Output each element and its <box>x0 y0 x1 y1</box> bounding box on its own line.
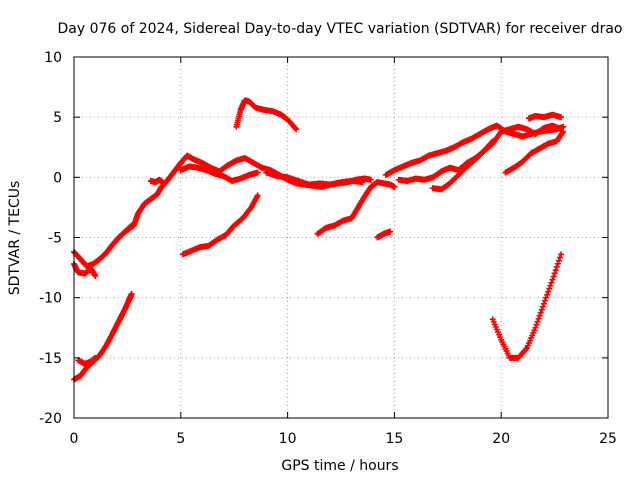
data-point <box>551 270 558 277</box>
data-point <box>160 180 167 187</box>
x-tick-label: 20 <box>492 431 510 447</box>
series-arc-8 <box>179 192 261 258</box>
data-point <box>549 276 556 283</box>
data-point <box>552 267 559 274</box>
y-tick-label: -10 <box>39 291 62 307</box>
data-point <box>539 303 546 310</box>
data-point <box>548 279 555 286</box>
series-arc-15 <box>429 138 496 193</box>
data-point <box>558 114 565 121</box>
data-point <box>534 318 541 325</box>
y-tick-label: 10 <box>44 50 62 66</box>
data-point <box>533 321 540 328</box>
data-point <box>128 291 135 298</box>
chart-title: Day 076 of 2024, Sidereal Day-to-day VTE… <box>57 21 622 37</box>
data-point <box>489 138 496 145</box>
x-tick-label: 10 <box>279 431 297 447</box>
data-point <box>293 126 300 133</box>
y-tick-label: -20 <box>39 411 62 427</box>
axis-ticks: 0 5 10 15 20 25 -20 -15 -10 -5 0 5 10 <box>39 50 617 447</box>
data-point <box>535 315 542 322</box>
data-point <box>391 183 398 190</box>
x-tick-label: 0 <box>70 431 79 447</box>
data-point <box>367 176 374 183</box>
series-arc-3 <box>71 291 135 383</box>
series-arc-4 <box>75 354 99 367</box>
data-point <box>541 297 548 304</box>
series-arc-12 <box>374 228 394 241</box>
y-tick-label: 0 <box>53 170 62 186</box>
series-arc-6 <box>147 176 167 187</box>
y-tick-label: -15 <box>39 351 62 367</box>
data-point <box>560 128 567 135</box>
data-point <box>547 282 554 289</box>
data-point <box>540 300 547 307</box>
data-point <box>387 228 394 235</box>
x-tick-label: 5 <box>176 431 185 447</box>
x-tick-label: 15 <box>385 431 403 447</box>
data-point <box>537 309 544 316</box>
data-point <box>544 291 551 298</box>
series-arc-17 <box>502 128 567 176</box>
series-arc-7 <box>177 163 261 184</box>
x-tick-label: 25 <box>599 431 617 447</box>
data-point <box>359 179 366 186</box>
series-arc-16 <box>489 251 565 361</box>
grid <box>74 57 608 418</box>
data-point <box>532 324 539 331</box>
x-axis-label: GPS time / hours <box>281 458 398 474</box>
data-point <box>92 354 99 361</box>
series-arc-18 <box>525 111 565 122</box>
data-points <box>71 97 567 383</box>
data-point <box>92 273 99 280</box>
series-arc-10 <box>263 169 366 188</box>
y-axis-label: SDTVAR / TECUs <box>7 181 23 296</box>
y-tick-label: 5 <box>53 110 62 126</box>
y-tick-label: -5 <box>48 231 62 247</box>
series-arc-9 <box>233 97 300 133</box>
data-point <box>536 312 543 319</box>
data-point <box>546 285 553 292</box>
data-point <box>543 294 550 301</box>
data-point <box>545 288 552 295</box>
data-point <box>554 260 561 267</box>
series-arc-11 <box>314 179 398 237</box>
data-point <box>254 169 261 176</box>
data-point <box>553 263 560 270</box>
data-point <box>555 257 562 264</box>
data-point <box>254 192 261 199</box>
data-point <box>556 254 563 261</box>
data-point <box>550 273 557 280</box>
data-point <box>538 306 545 313</box>
data-point <box>558 251 565 258</box>
